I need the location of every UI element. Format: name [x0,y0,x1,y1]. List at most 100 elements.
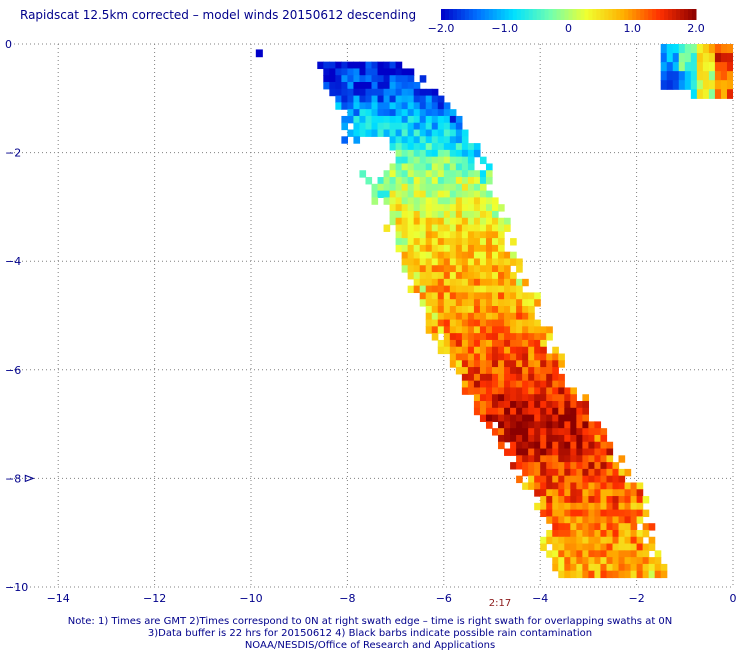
wind-cell [419,265,427,273]
wind-cell [467,183,475,192]
wind-cell [419,163,427,171]
wind-cell [570,529,577,538]
wind-cell [540,502,547,511]
wind-cell [443,143,451,151]
wind-cell [401,251,409,260]
wind-cell [636,536,644,545]
wind-cell [642,557,650,565]
wind-cell [582,557,590,565]
wind-cell [473,346,481,355]
wind-cell [588,502,596,511]
colorbar-swatch [444,9,450,20]
wind-cell [479,367,487,375]
wind-cell [696,62,704,72]
wind-cell [467,210,475,219]
wind-cell [425,231,433,239]
wind-cell [552,414,559,422]
colorbar-swatch [684,9,689,20]
wind-cell [552,475,559,484]
wind-cell [425,115,433,124]
wind-cell [528,326,535,334]
wind-cell [467,292,475,300]
wind-cell [612,543,620,551]
wind-cell [624,543,632,551]
wind-cell [504,373,511,382]
wind-cell [594,570,602,579]
wind-cell [395,210,403,219]
wind-cell [431,285,439,294]
wind-cell [395,177,403,185]
wind-cell [401,88,409,97]
wind-cell [594,475,602,484]
wind-cell [455,353,463,361]
wind-cell [612,523,620,531]
wind-cell [443,224,451,232]
wind-cell [546,441,553,450]
wind-cell [564,441,571,450]
wind-cell [443,265,451,273]
wind-cell [389,210,397,219]
wind-cell [413,177,421,185]
colorbar-swatch [460,9,466,20]
wind-cell [341,88,349,97]
wind-cell [552,353,559,361]
wind-cell [353,102,361,110]
wind-cell [395,163,403,171]
wind-cell [666,53,674,63]
wind-cell [576,401,583,409]
wind-cell [473,265,481,273]
wind-cell [642,543,650,551]
wind-cell [371,88,379,97]
wind-cell [492,299,499,307]
wind-cell [473,367,481,375]
wind-cell [335,82,342,90]
wind-cell [720,53,728,63]
wind-cell [726,62,733,72]
wind-cell [522,306,529,314]
wind-cell [461,163,469,171]
wind-cell [534,489,541,497]
wind-cell [371,197,379,205]
wind-cell [419,129,427,137]
wind-cell [516,401,523,409]
wind-cell [395,61,403,70]
wind-cell [455,210,463,219]
wind-cell [606,543,614,551]
wind-cell [461,367,469,375]
wind-cell [455,367,463,375]
wind-cell [648,536,656,545]
colorbar-swatch [484,9,490,20]
wind-cell [449,278,457,287]
wind-cell [492,204,499,212]
wind-cell [425,292,433,300]
wind-cell [528,312,535,321]
colorbar-swatch [604,9,609,20]
wind-cell [570,448,577,456]
wind-cell [576,529,583,538]
wind-cell [461,143,469,151]
wind-cell [726,89,733,99]
wind-cell [684,71,692,81]
wind-cell [708,44,716,54]
wind-cell [522,278,529,287]
wind-cell [443,115,451,124]
wind-cell [395,88,403,97]
wind-cell [540,496,547,504]
wind-cell [431,129,439,137]
wind-cell [642,529,650,538]
wind-cell [612,475,620,484]
wind-cell [359,88,367,97]
wind-cell [473,299,481,307]
wind-cell [492,346,499,355]
colorbar-swatch [492,9,498,20]
wind-cell [594,482,602,490]
wind-cell [407,170,415,178]
wind-cell [552,448,559,456]
wind-cell [449,183,457,192]
wind-cell [419,251,427,260]
wind-cell [443,129,451,137]
wind-cell [431,136,439,144]
wind-cell [461,360,469,368]
wind-cell [630,536,638,545]
wind-cell [624,550,632,558]
